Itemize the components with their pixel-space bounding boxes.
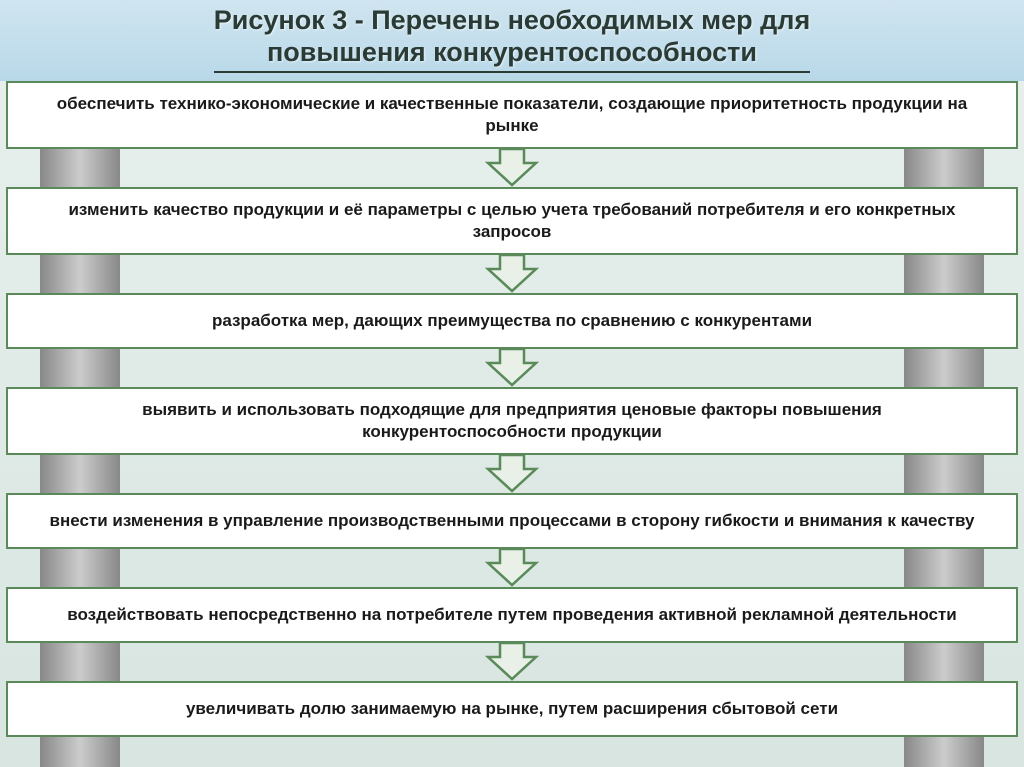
title-line-2: повышения конкурентоспособности (214, 36, 810, 68)
chevron-down-icon (482, 255, 542, 293)
step-box-1: обеспечить технико-экономические и качес… (6, 81, 1018, 149)
flow-container: обеспечить технико-экономические и качес… (0, 81, 1024, 738)
chevron-down-icon (482, 349, 542, 387)
arrow-4 (6, 455, 1018, 493)
chevron-down-icon (482, 455, 542, 493)
chevron-down-icon (482, 643, 542, 681)
step-box-4: выявить и использовать подходящие для пр… (6, 387, 1018, 455)
title-line-1: Рисунок 3 - Перечень необходимых мер для (214, 4, 810, 36)
chevron-down-icon (482, 549, 542, 587)
arrow-1 (6, 149, 1018, 187)
title-container: Рисунок 3 - Перечень необходимых мер для… (0, 0, 1024, 81)
arrow-6 (6, 643, 1018, 681)
arrow-2 (6, 255, 1018, 293)
step-box-6: воздействовать непосредственно на потреб… (6, 587, 1018, 643)
step-box-7: увеличивать долю занимаемую на рынке, пу… (6, 681, 1018, 737)
chevron-down-icon (482, 149, 542, 187)
step-box-2: изменить качество продукции и её парамет… (6, 187, 1018, 255)
arrow-5 (6, 549, 1018, 587)
arrow-3 (6, 349, 1018, 387)
step-box-5: внести изменения в управление производст… (6, 493, 1018, 549)
step-box-3: разработка мер, дающих преимущества по с… (6, 293, 1018, 349)
